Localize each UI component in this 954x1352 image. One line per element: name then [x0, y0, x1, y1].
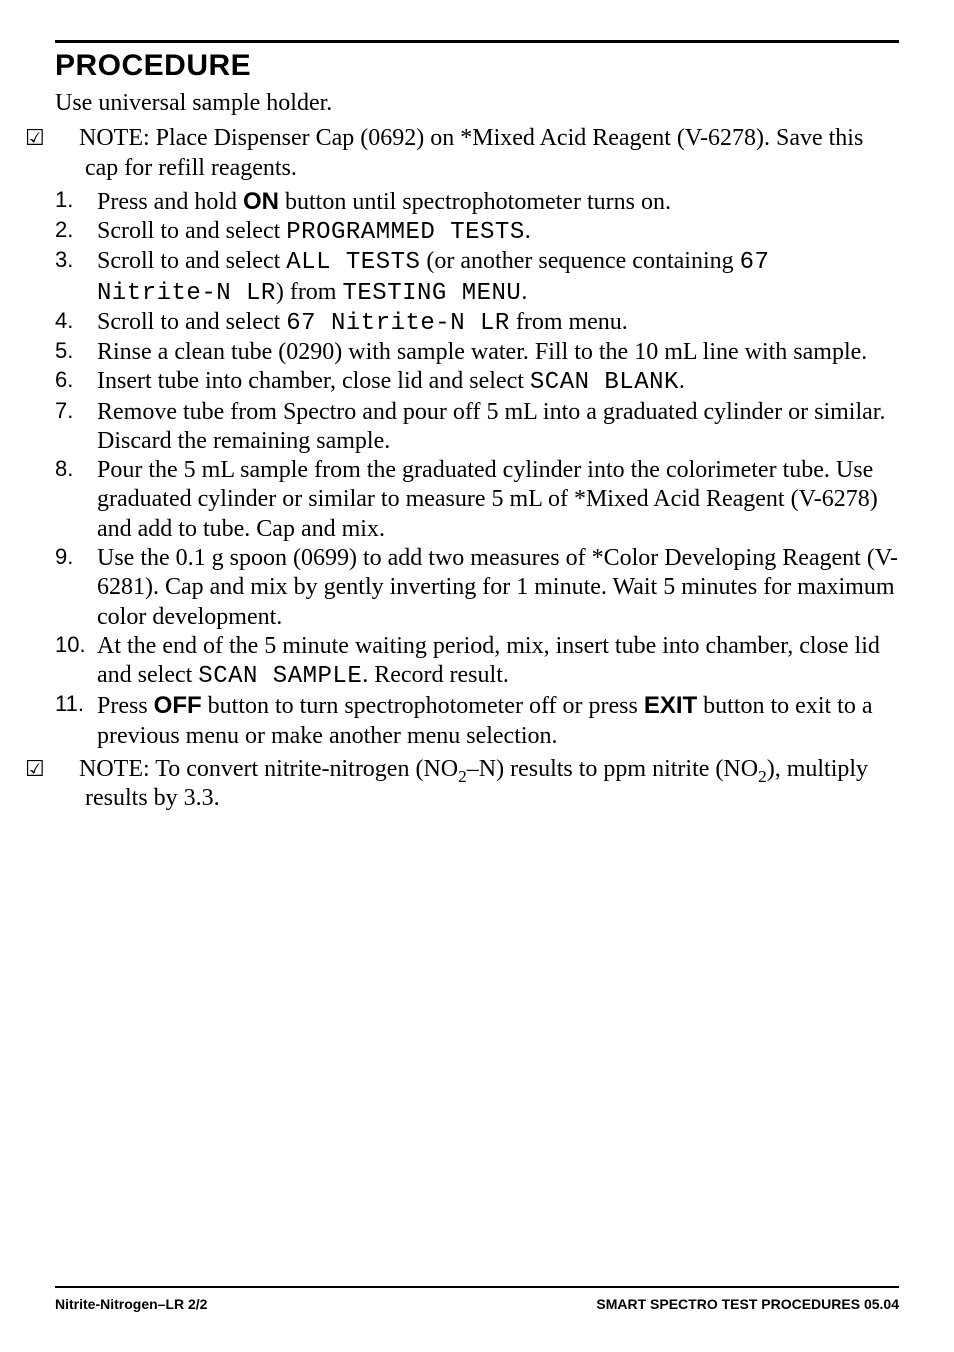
note2-sub2: 2 — [758, 767, 767, 786]
exit-button-label: EXIT — [644, 692, 697, 719]
step-3-text-b: (or another sequence containing — [420, 248, 739, 274]
checkbox-icon: ☑ — [55, 125, 79, 152]
testing-menu-label: TESTING MENU — [342, 280, 521, 307]
checkbox-icon: ☑ — [55, 756, 79, 783]
footer-left: Nitrite-Nitrogen–LR 2/2 — [55, 1296, 207, 1312]
footer-right: SMART SPECTRO TEST PROCEDURES 05.04 — [596, 1296, 899, 1312]
step-1-text-a: Press and hold — [97, 189, 243, 215]
footer-rule — [55, 1286, 899, 1288]
all-tests-label: ALL TESTS — [286, 249, 420, 276]
scan-sample-label: SCAN SAMPLE — [198, 663, 362, 690]
procedure-heading: PROCEDURE — [55, 49, 899, 83]
note2-text-a: To convert nitrite-nitrogen (NO — [150, 756, 458, 782]
step-2: Scroll to and select PROGRAMMED TESTS. — [55, 217, 899, 247]
step-4-text-a: Scroll to and select — [97, 309, 286, 335]
note2-text-b: –N) results to ppm nitrite (NO — [467, 756, 758, 782]
step-3-text-d: . — [521, 279, 527, 305]
top-rule — [55, 40, 899, 43]
on-button-label: ON — [243, 188, 279, 215]
step-6-text-b: . — [679, 368, 685, 394]
step-4: Scroll to and select 67 Nitrite-N LR fro… — [55, 308, 899, 338]
step-3: Scroll to and select ALL TESTS (or anoth… — [55, 247, 899, 308]
step-11-text-b: button to turn spectrophotometer off or … — [202, 693, 644, 719]
step-9: Use the 0.1 g spoon (0699) to add two me… — [55, 544, 899, 632]
step-1-text-b: button until spectrophotometer turns on. — [279, 189, 671, 215]
step-11: Press OFF button to turn spectrophotomet… — [55, 691, 899, 751]
note-1: ☑NOTE: Place Dispenser Cap (0692) on *Mi… — [55, 124, 899, 183]
step-1: Press and hold ON button until spectroph… — [55, 187, 899, 217]
step-8: Pour the 5 mL sample from the graduated … — [55, 456, 899, 544]
step-11-text-a: Press — [97, 693, 154, 719]
footer-row: Nitrite-Nitrogen–LR 2/2 SMART SPECTRO TE… — [55, 1296, 899, 1312]
step-10-text-b: . Record result. — [362, 662, 509, 688]
step-6-text-a: Insert tube into chamber, close lid and … — [97, 368, 530, 394]
step-6: Insert tube into chamber, close lid and … — [55, 367, 899, 397]
note1-body: Place Dispenser Cap (0692) on *Mixed Aci… — [85, 125, 863, 180]
step-4-text-b: from menu. — [510, 309, 628, 335]
page: PROCEDURE Use universal sample holder. ☑… — [0, 0, 954, 1352]
footer: Nitrite-Nitrogen–LR 2/2 SMART SPECTRO TE… — [55, 1286, 899, 1312]
intro-text: Use universal sample holder. — [55, 89, 899, 118]
step-5: Rinse a clean tube (0290) with sample wa… — [55, 338, 899, 367]
note2-prefix: NOTE: — [79, 756, 150, 782]
off-button-label: OFF — [154, 692, 202, 719]
step-2-text-a: Scroll to and select — [97, 218, 286, 244]
step-10: At the end of the 5 minute waiting perio… — [55, 632, 899, 692]
step-3-text-c: ) from — [276, 279, 343, 305]
steps-list: Press and hold ON button until spectroph… — [55, 187, 899, 751]
scan-blank-label: SCAN BLANK — [530, 369, 679, 396]
note-2: ☑NOTE: To convert nitrite-nitrogen (NO2–… — [55, 755, 899, 814]
note2-sub1: 2 — [458, 767, 467, 786]
step-2-text-b: . — [525, 218, 531, 244]
step-7: Remove tube from Spectro and pour off 5 … — [55, 398, 899, 457]
programmed-tests-label: PROGRAMMED TESTS — [286, 219, 524, 246]
test-code-label-2: 67 Nitrite-N LR — [286, 310, 510, 337]
note1-prefix: NOTE: — [79, 125, 150, 151]
step-3-text-a: Scroll to and select — [97, 248, 286, 274]
